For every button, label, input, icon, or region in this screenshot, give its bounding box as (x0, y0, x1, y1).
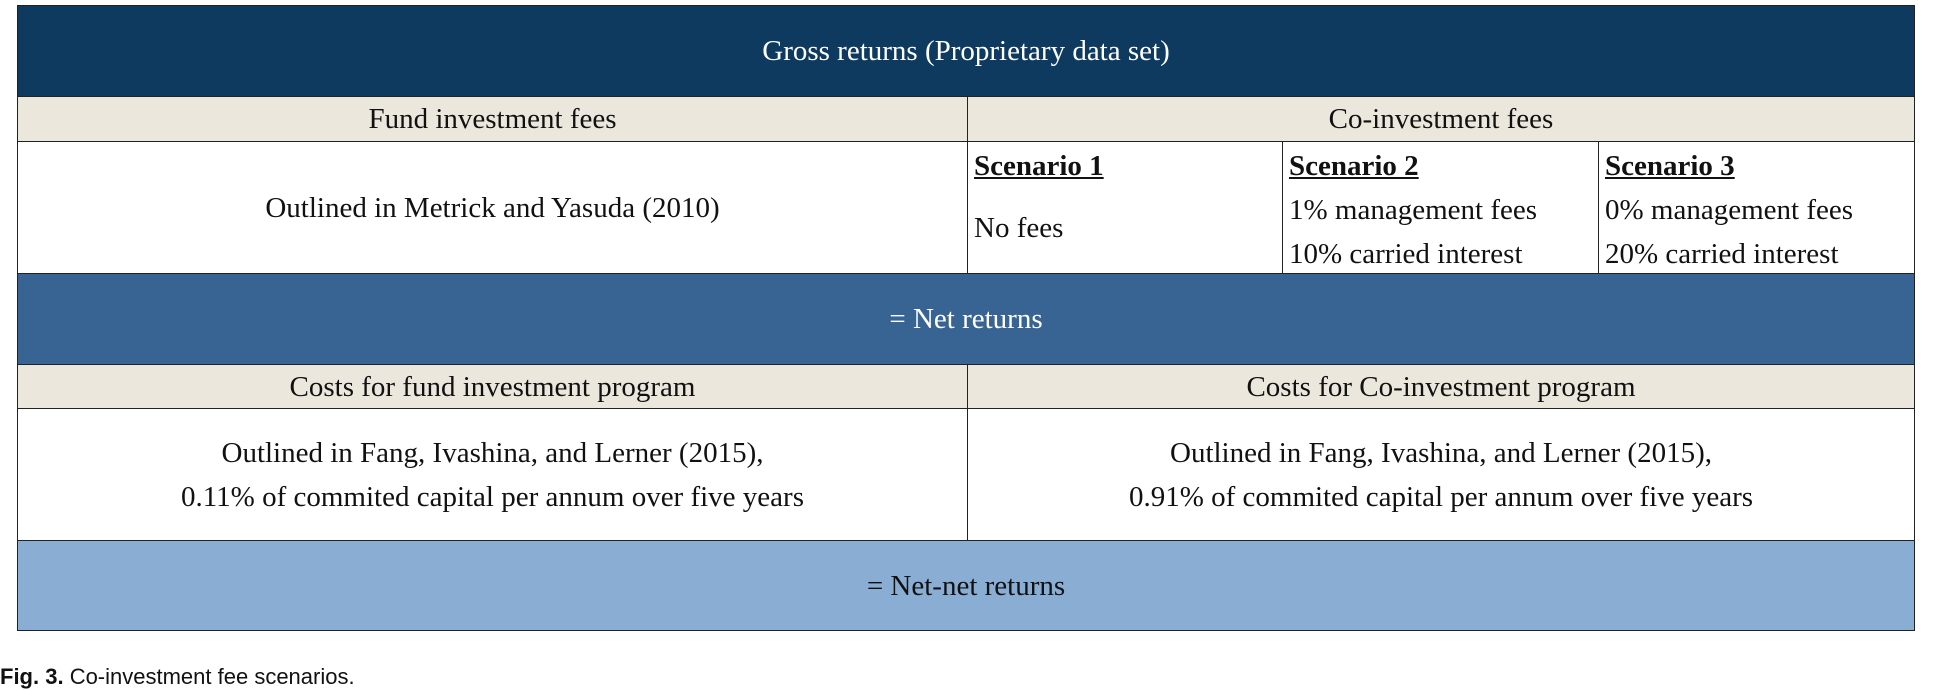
net-net-returns: = Net-net returns (866, 569, 1066, 602)
fund-costs-header: Costs for fund investment program (289, 370, 696, 403)
cell: Outlined in Fang, Ivashina, and Lerner (… (17, 408, 968, 541)
scenario-line: 10% carried interest (1289, 238, 1523, 270)
title: Gross returns (Proprietary data set) (762, 35, 1170, 67)
caption: Fig. 3. Co-investment fee scenarios. (0, 664, 355, 690)
scenario-cell: Scenario 1 No fees (967, 141, 1283, 274)
scenario-title: Scenario 1 (974, 150, 1104, 182)
fund-costs-line: 0.11% of commited capital per annum over… (180, 480, 804, 513)
coinvest-costs-header: Costs for Co-investment program (1246, 370, 1636, 403)
cell: Co-investment fees (967, 96, 1915, 142)
scenario-line: 0% management fees (1605, 194, 1854, 226)
cell: Costs for Co-investment program (967, 364, 1915, 409)
scenario-line: No fees (974, 212, 1064, 244)
scenario-title: Scenario 3 (1605, 150, 1735, 182)
caption-label: Fig. 3. (0, 664, 64, 689)
coinvest-costs-line: Outlined in Fang, Ivashina, and Lerner (… (1170, 436, 1712, 469)
scenario-cell: Scenario 3 0% management fees 20% carried … (1598, 141, 1915, 274)
scenario-line: 1% management fees (1289, 194, 1538, 226)
scenario-cell: Scenario 2 1% management fees 10% carried … (1282, 141, 1599, 274)
fund-costs-line: Outlined in Fang, Ivashina, and Lerner (… (221, 436, 764, 469)
cell: Fund investment fees (17, 96, 968, 142)
cell: Costs for fund investment program (17, 364, 968, 409)
coinvest-fees-header: Co-investment fees (1328, 103, 1554, 135)
coinvest-costs-line: 0.91% of commited capital per annum over… (1128, 480, 1754, 513)
net-row: = Net returns (17, 273, 1915, 365)
cell: Outlined in Metrick and Yasuda (2010) (17, 141, 968, 274)
net-returns: = Net returns (889, 303, 1043, 335)
scenario-line: 20% carried interest (1605, 238, 1839, 270)
gross-header: Gross returns (Proprietary data set) (17, 5, 1915, 97)
fund-fees-header: Fund investment fees (368, 103, 617, 135)
scenario-title: Scenario 2 (1289, 150, 1419, 182)
caption-text: Co-investment fee scenarios. (69, 664, 355, 689)
fund-fees-text: Outlined in Metrick and Yasuda (2010) (265, 191, 720, 224)
cell: Outlined in Fang, Ivashina, and Lerner (… (967, 408, 1915, 541)
net-net-row: = Net-net returns (17, 540, 1915, 631)
